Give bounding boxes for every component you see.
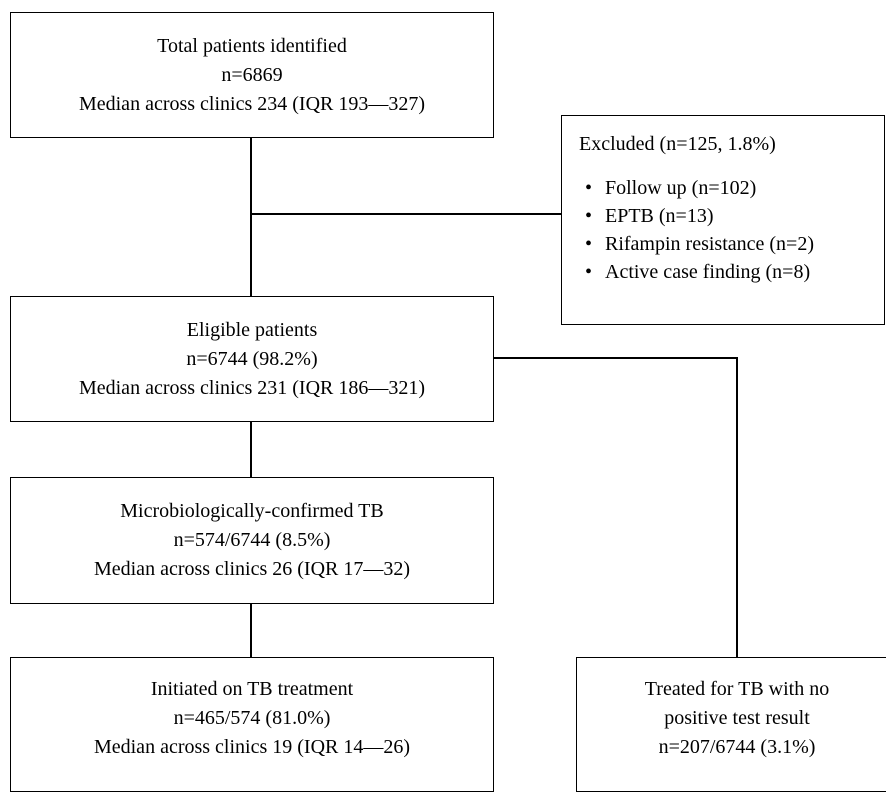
bullet-icon: •	[585, 177, 593, 199]
bullet-icon: •	[585, 205, 593, 227]
connector-total-to-eligible	[250, 137, 252, 296]
bullet-icon: •	[585, 233, 593, 255]
eligible-patients-count: n=6744 (98.2%)	[186, 347, 318, 370]
confirmed-tb-count: n=574/6744 (8.5%)	[173, 529, 331, 551]
eligible-patients-median: Median across clinics 231 (IQR 186—321)	[78, 376, 426, 399]
excluded-item: • Follow up (n=102)	[585, 174, 814, 202]
treated-no-positive-title: Treated for TB with no	[644, 678, 830, 700]
excluded-title: Excluded (n=125, 1.8%)	[579, 133, 776, 155]
initiated-treatment-count: n=465/574 (81.0%)	[173, 707, 331, 729]
bullet-icon: •	[585, 261, 593, 283]
excluded-item: • EPTB (n=13)	[585, 202, 814, 230]
treated-no-positive-box: Treated for TB with no positive test res…	[576, 657, 886, 792]
connector-down-to-treated	[736, 357, 738, 657]
initiated-treatment-median: Median across clinics 19 (IQR 14—26)	[93, 736, 411, 758]
treated-no-positive-subtitle: positive test result	[664, 707, 810, 729]
initiated-treatment-box: Initiated on TB treatment n=465/574 (81.…	[10, 657, 494, 792]
connector-confirmed-to-initiated	[250, 603, 252, 657]
excluded-box: Excluded (n=125, 1.8%) • Follow up (n=102…	[561, 115, 885, 325]
excluded-item: • Active case finding (n=8)	[585, 258, 814, 286]
excluded-list: • Follow up (n=102) • EPTB (n=13) • Rifampi…	[585, 174, 814, 286]
confirmed-tb-box: Microbiologically-confirmed TB n=574/674…	[10, 477, 494, 604]
treated-no-positive-count: n=207/6744 (3.1%)	[658, 736, 816, 758]
connector-eligible-to-confirmed	[250, 421, 252, 477]
total-patients-count: n=6869	[221, 63, 283, 86]
connector-to-excluded	[250, 213, 562, 215]
confirmed-tb-title: Microbiologically-confirmed TB	[120, 500, 384, 522]
excluded-item: • Rifampin resistance (n=2)	[585, 230, 814, 258]
connector-eligible-right	[494, 357, 737, 359]
total-patients-box: Total patients identified n=6869 Median …	[10, 12, 494, 138]
total-patients-median: Median across clinics 234 (IQR 193—327)	[78, 92, 426, 115]
confirmed-tb-median: Median across clinics 26 (IQR 17—32)	[93, 558, 411, 580]
eligible-patients-title: Eligible patients	[186, 318, 318, 341]
initiated-treatment-title: Initiated on TB treatment	[150, 678, 354, 700]
total-patients-title: Total patients identified	[157, 34, 347, 57]
eligible-patients-box: Eligible patients n=6744 (98.2%) Median …	[10, 296, 494, 422]
